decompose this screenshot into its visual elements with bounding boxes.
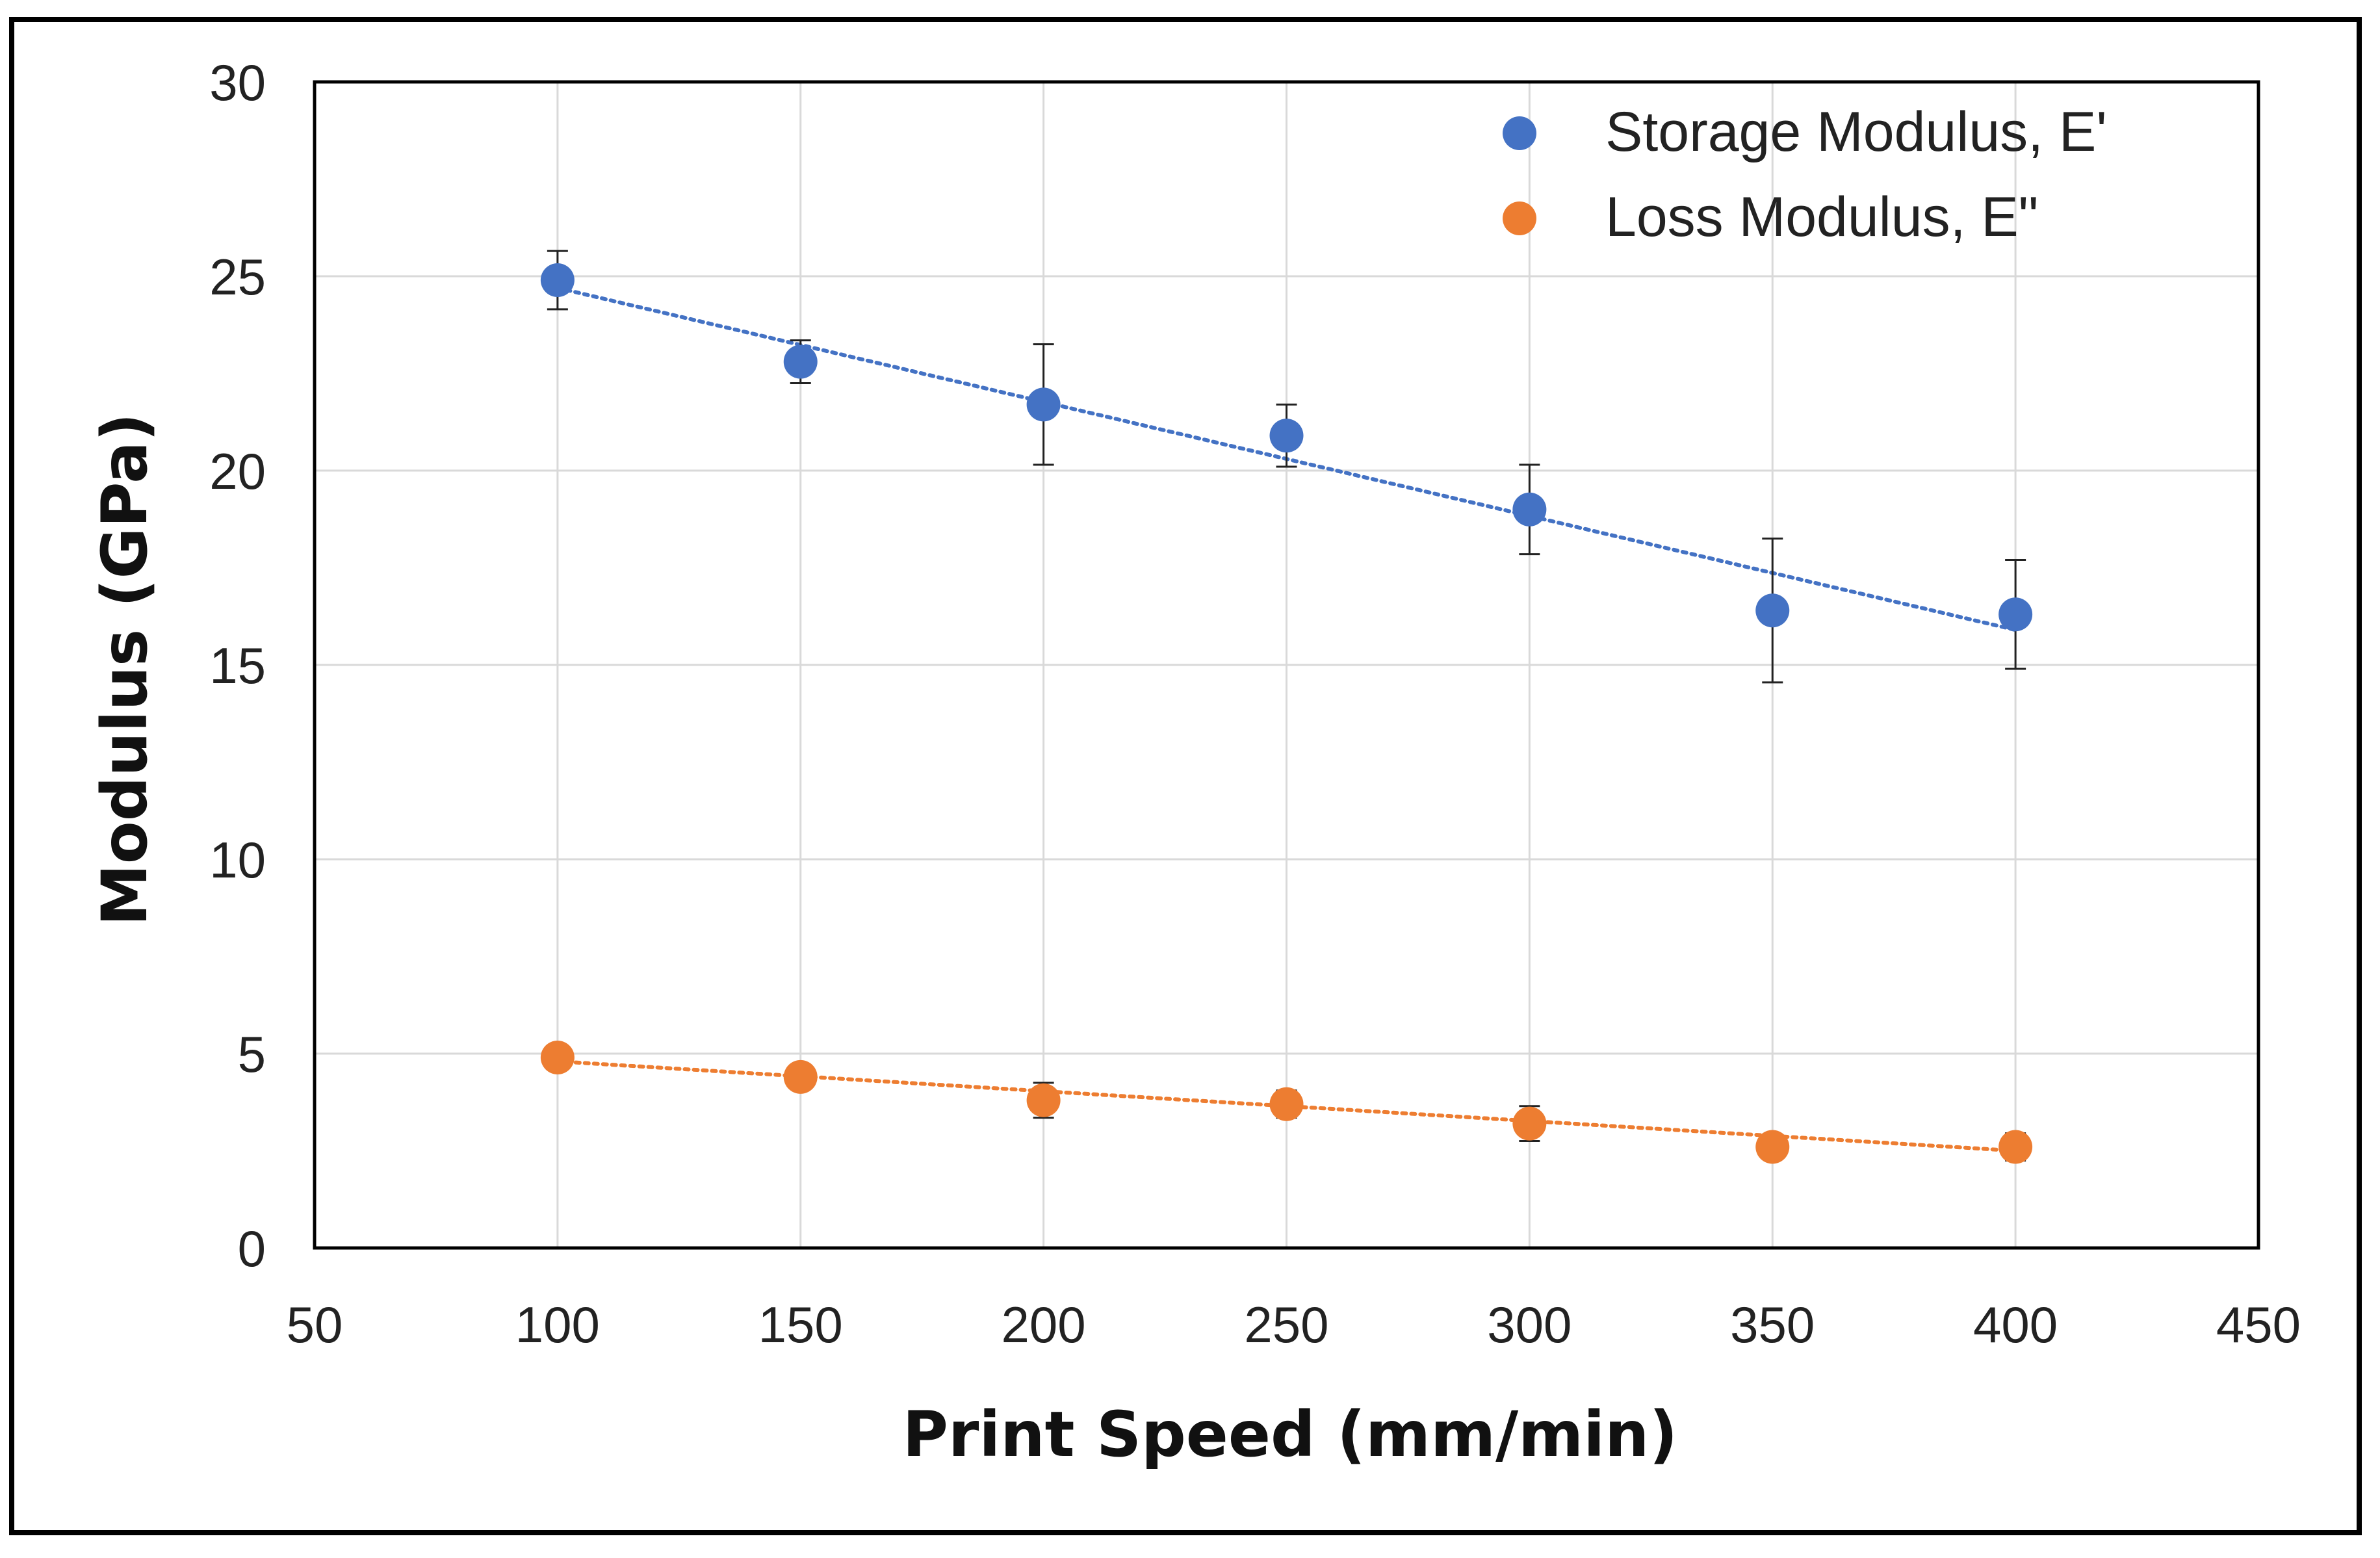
data-point-loss bbox=[1512, 1106, 1547, 1141]
x-tick-label: 150 bbox=[758, 1296, 843, 1353]
data-point-loss bbox=[1269, 1087, 1304, 1121]
figure-frame bbox=[9, 17, 2362, 1535]
x-tick-label: 300 bbox=[1487, 1296, 1572, 1353]
x-tick-label: 100 bbox=[515, 1296, 600, 1353]
plot-area-border bbox=[313, 80, 2260, 1250]
tick-labels: 50 100 150 200 250 300 350 400 450 0 5 10 15 20 25 30 bbox=[209, 54, 2301, 1353]
legend-marker-storage bbox=[1503, 116, 1536, 150]
legend-label-storage: Storage Modulus, E' bbox=[1605, 101, 2107, 163]
data-point-storage bbox=[1512, 492, 1547, 526]
data-point-loss bbox=[1755, 1130, 1790, 1164]
y-tick-label: 15 bbox=[209, 637, 266, 694]
y-axis-title: Modulus (GPa) bbox=[88, 413, 161, 926]
data-point-storage bbox=[1026, 387, 1061, 422]
y-tick-label: 30 bbox=[209, 54, 266, 111]
data-point-storage bbox=[540, 263, 575, 297]
y-tick-label: 20 bbox=[209, 443, 266, 500]
x-tick-label: 200 bbox=[1002, 1296, 1086, 1353]
y-tick-label: 0 bbox=[238, 1220, 266, 1277]
legend-label-loss: Loss Modulus, E" bbox=[1605, 186, 2038, 248]
data-point-loss bbox=[540, 1040, 575, 1074]
data-point-storage bbox=[1755, 593, 1790, 628]
legend-marker-loss bbox=[1503, 201, 1536, 235]
y-tick-label: 5 bbox=[238, 1026, 266, 1083]
x-tick-label: 250 bbox=[1244, 1296, 1328, 1353]
x-tick-label: 400 bbox=[1973, 1296, 2058, 1353]
data-point-loss bbox=[1998, 1130, 2033, 1164]
axes bbox=[313, 80, 2260, 1250]
data-point-storage bbox=[1269, 419, 1304, 453]
x-tick-label: 50 bbox=[287, 1296, 343, 1353]
x-tick-label: 450 bbox=[2216, 1296, 2301, 1353]
gridlines bbox=[315, 82, 2258, 1248]
data-points bbox=[540, 263, 2033, 1164]
y-tick-label: 10 bbox=[209, 831, 266, 889]
y-tick-label: 25 bbox=[209, 248, 266, 305]
data-point-storage bbox=[783, 344, 818, 379]
data-point-loss bbox=[1026, 1083, 1061, 1117]
data-point-loss bbox=[783, 1059, 818, 1094]
x-tick-label: 350 bbox=[1730, 1296, 1815, 1353]
data-point-storage bbox=[1998, 597, 2033, 632]
x-axis-title: Print Speed (mm/min) bbox=[903, 1398, 1678, 1471]
legend: Storage Modulus, E' Loss Modulus, E" bbox=[1503, 101, 2107, 248]
